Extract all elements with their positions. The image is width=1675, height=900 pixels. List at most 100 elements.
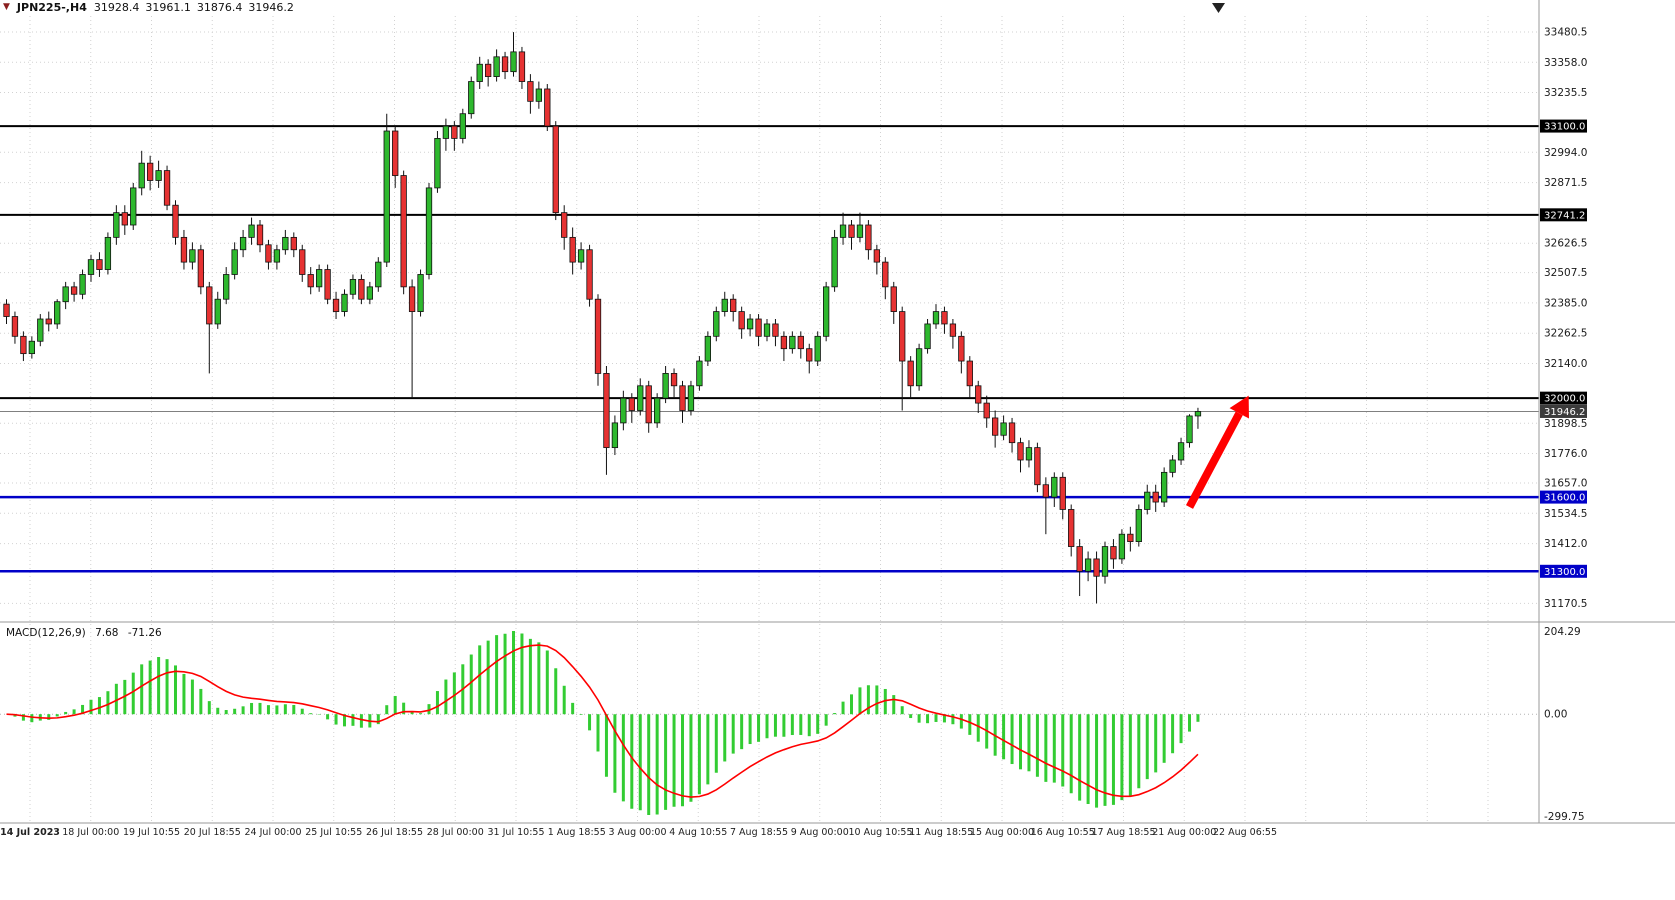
candle-body (1042, 484, 1049, 498)
time-tick-label: 28 Jul 00:00 (427, 827, 484, 838)
candle-body (518, 51, 526, 82)
candle-body (189, 249, 196, 263)
price-tick-label: 32626.5 (1544, 238, 1587, 250)
macd-layer (0, 631, 1539, 815)
candle-body (408, 286, 416, 312)
candle-body (713, 311, 720, 337)
candle-body (670, 373, 678, 387)
candle-body (645, 385, 652, 424)
time-axis-layer[interactable]: 14 Jul 2023 18 Jul 00:00 19 Jul 10:55 20 Ju… (0, 827, 1277, 838)
time-tick-label: 18 Jul 00:00 (62, 827, 119, 838)
candle-body (611, 422, 619, 449)
candle-body (476, 63, 483, 82)
candle-body (172, 204, 179, 238)
time-tick-label: 20 Jul 18:55 (184, 827, 241, 838)
candle-body (1177, 442, 1185, 461)
candle-body (839, 224, 847, 238)
chart-shift-marker[interactable] (1212, 3, 1225, 13)
price-tick-label: 31412.0 (1544, 538, 1587, 550)
candle-body (603, 373, 610, 449)
candle-body (383, 130, 390, 263)
trend-arrow-head[interactable] (1229, 395, 1249, 419)
macd-signal-line (6, 644, 1199, 798)
candle-body (1017, 442, 1024, 461)
candle-body (155, 170, 162, 181)
candle-body (586, 249, 593, 300)
candle-body (37, 318, 44, 342)
candle-body (20, 335, 27, 355)
level-price-tag (1540, 208, 1587, 222)
candle-body (983, 402, 990, 419)
candle-body (451, 125, 458, 139)
candle-body (273, 249, 281, 263)
candle-body (1152, 491, 1159, 503)
candle-body (620, 397, 627, 424)
candle-body (113, 212, 120, 238)
candle-body (248, 224, 255, 238)
candle-body (307, 274, 314, 288)
price-axis-layer[interactable]: 33480.5 33358.0 33235.5 32994.0 32871.5 32626… (1540, 26, 1587, 823)
candle-body (915, 348, 923, 387)
candle-body (1186, 415, 1193, 444)
candle-body (882, 261, 889, 288)
candle-body (146, 162, 154, 181)
macd-min-label: -299.75 (1544, 811, 1585, 823)
candle-body (138, 162, 145, 189)
candle-body (975, 385, 982, 404)
candle-body (535, 88, 542, 102)
open-value: 31928.4 (93, 1, 140, 14)
candle-body (493, 56, 500, 78)
price-tick-label: 31170.5 (1544, 598, 1587, 610)
price-tick-label: 32507.5 (1544, 267, 1587, 279)
price-tick-label: 32871.5 (1544, 177, 1587, 189)
time-tick-label: 21 Aug 00:00 (1152, 827, 1216, 838)
price-tick-label: 33480.5 (1544, 26, 1587, 38)
symbol-dropdown-icon[interactable]: ▼ (3, 2, 10, 12)
price-levels-layer[interactable] (0, 125, 1539, 573)
candle-body (45, 318, 52, 325)
candle-body (163, 170, 171, 206)
candle-body (924, 323, 931, 350)
level-price-tag (1540, 119, 1587, 133)
candle-body (70, 286, 78, 295)
candle-body (544, 88, 551, 127)
symbol-period-label: JPN225-,H4 (16, 1, 87, 14)
candle-body (1034, 447, 1041, 486)
candle-body (941, 311, 948, 325)
time-tick-label: 10 Aug 10:55 (848, 827, 912, 838)
time-tick-label: 25 Jul 10:55 (305, 827, 362, 838)
time-tick-label: 14 Jul 2023 (0, 827, 60, 838)
low-value: 31876.4 (196, 1, 243, 14)
candle-body (527, 81, 534, 102)
candle-body (239, 236, 247, 251)
candle-body (121, 212, 128, 226)
time-tick-label: 16 Aug 10:55 (1031, 827, 1095, 838)
candle-body (1110, 546, 1117, 560)
candle-body (206, 286, 213, 325)
macd-name: MACD(12,26,9) (6, 627, 86, 639)
candle-body (1135, 509, 1142, 543)
time-tick-label: 22 Aug 06:55 (1213, 827, 1277, 838)
trend-arrow-shaft[interactable] (1185, 411, 1243, 509)
candle-body (569, 236, 576, 263)
time-tick-label: 17 Aug 18:55 (1091, 827, 1155, 838)
candle-body (290, 236, 297, 251)
time-tick-label: 19 Jul 10:55 (123, 827, 180, 838)
candle-body (96, 259, 103, 270)
time-tick-label: 3 Aug 00:00 (608, 827, 666, 838)
candle-body (831, 236, 838, 288)
candle-body (890, 286, 897, 312)
price-tick-label: 32994.0 (1544, 147, 1587, 159)
candle-body (332, 298, 340, 312)
annotation-layer[interactable] (1185, 395, 1249, 509)
level-price-tag-label: 33100.0 (1544, 122, 1585, 133)
candle-body (358, 279, 365, 300)
candle-body (54, 301, 61, 325)
candle-body (814, 335, 821, 362)
candle-body (1118, 533, 1126, 560)
time-tick-label: 4 Aug 10:55 (669, 827, 727, 838)
candle-body (1101, 546, 1109, 577)
candle-body (958, 335, 965, 362)
candle-body (907, 360, 914, 387)
